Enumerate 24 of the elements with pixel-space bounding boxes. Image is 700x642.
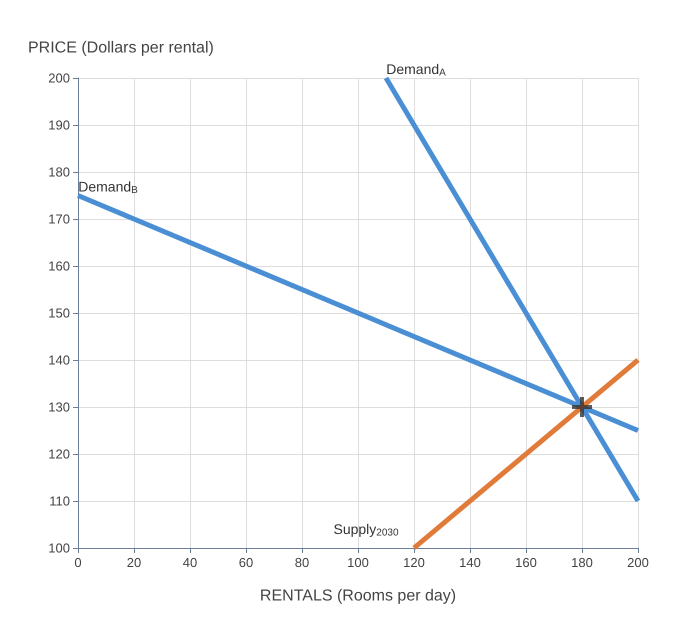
y-tick-label: 150 [48,306,70,320]
x-tick-label: 100 [347,555,369,570]
y-tick-label: 130 [48,400,70,414]
y-tick-label: 110 [49,494,70,508]
x-tick-label: 200 [627,555,649,570]
x-axis-title: RENTALS (Rooms per day) [260,588,456,604]
x-tick-label: 80 [294,555,310,570]
x-tick-label: 140 [459,555,481,570]
y-tick-label: 120 [48,446,70,462]
y-tick-label: 160 [48,258,70,274]
x-tick-label: 0 [74,555,82,570]
x-tick-label: 180 [571,555,593,570]
y-tick-label: 180 [48,164,70,180]
y-tick-label: 200 [48,70,70,86]
x-tick-label: 40 [182,555,198,570]
y-axis-title: PRICE (Dollars per rental) [28,40,214,56]
y-tick-label: 140 [48,352,70,368]
y-tick-label: 190 [48,118,70,132]
x-tick-label: 20 [126,555,142,570]
x-tick-label: 160 [515,555,537,570]
y-tick-label: 100 [48,540,70,556]
x-tick-label: 120 [403,555,425,570]
y-tick-label: 170 [48,212,70,226]
x-tick-label: 60 [238,555,254,570]
